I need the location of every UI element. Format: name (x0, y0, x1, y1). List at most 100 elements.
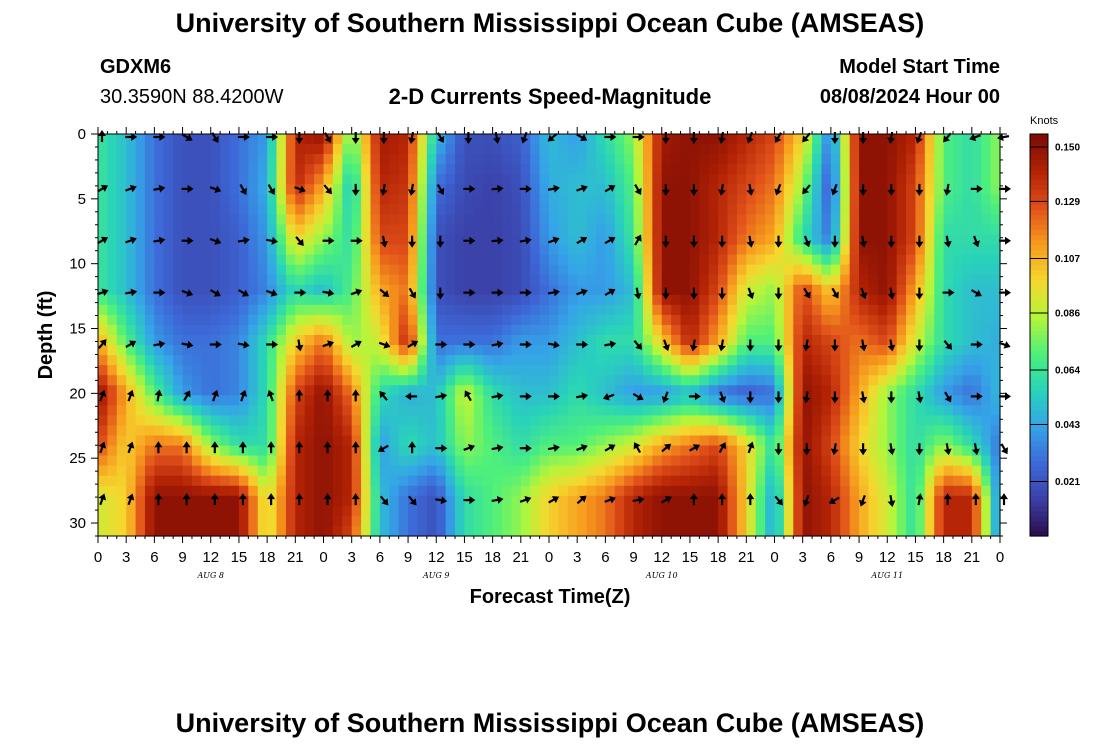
heatmap-cell (455, 395, 466, 406)
heatmap-cell (990, 154, 1001, 165)
heatmap-cell (379, 515, 390, 527)
current-arrow-head (887, 189, 896, 196)
heatmap-cell (276, 505, 287, 517)
heatmap-cell (417, 134, 428, 145)
heatmap-cell (821, 154, 832, 165)
heatmap-cell (126, 425, 137, 437)
heatmap-cell (220, 445, 231, 457)
heatmap-cell (802, 194, 813, 205)
heatmap-cell (624, 445, 635, 457)
heatmap-cell (107, 284, 118, 296)
heatmap-cell (539, 345, 550, 356)
heatmap-cell (868, 495, 879, 507)
heatmap-cell (558, 164, 569, 175)
heatmap-cell (755, 164, 766, 175)
heatmap-cell (567, 194, 578, 205)
heatmap-cell (614, 294, 625, 306)
heatmap-cell (680, 395, 691, 406)
heatmap-cell (210, 244, 221, 256)
current-arrow-head (159, 288, 166, 297)
heatmap-cell (436, 445, 447, 457)
heatmap-cell (417, 314, 428, 326)
heatmap-cell (285, 184, 296, 195)
heatmap-cell (342, 335, 353, 346)
heatmap-cell (614, 435, 625, 447)
heatmap-cell (661, 174, 672, 185)
heatmap-cell (887, 365, 898, 376)
heatmap-cell (671, 144, 682, 155)
heatmap-cell (624, 234, 635, 246)
heatmap-cell (877, 385, 888, 396)
heatmap-cell (426, 455, 437, 467)
heatmap-cell (295, 194, 306, 205)
heatmap-cell (229, 164, 240, 175)
heatmap-cell (783, 425, 794, 437)
heatmap-cell (436, 335, 447, 346)
current-arrow (661, 443, 672, 453)
heatmap-cell (558, 224, 569, 236)
heatmap-cell (389, 234, 400, 246)
heatmap-cell (614, 134, 625, 145)
current-arrow (98, 441, 107, 454)
heatmap-cell (962, 244, 973, 256)
heatmap-cell (718, 244, 729, 256)
heatmap-cell (943, 174, 954, 185)
heatmap-cell (210, 525, 221, 537)
y-tick-label: 15 (69, 321, 86, 338)
heatmap-cell (934, 445, 945, 457)
heatmap-cell (473, 174, 484, 185)
heatmap-cell (426, 375, 437, 386)
heatmap-cell (520, 214, 531, 226)
heatmap-cell (332, 284, 343, 296)
heatmap-cell (981, 515, 992, 527)
heatmap-cell (567, 385, 578, 396)
heatmap-cell (173, 515, 184, 527)
heatmap-cell (314, 455, 325, 467)
current-arrow (519, 288, 532, 297)
heatmap-cell (426, 254, 437, 266)
heatmap-cell (549, 174, 559, 185)
heatmap-cell (116, 335, 127, 346)
heatmap-cell (116, 415, 127, 427)
heatmap-cell (567, 254, 578, 266)
heatmap-cell (802, 345, 813, 356)
heatmap-cell (953, 515, 964, 527)
heatmap-cell (220, 405, 231, 416)
heatmap-cell (163, 425, 174, 437)
heatmap-cell (708, 214, 719, 226)
heatmap-cell (229, 174, 240, 185)
heatmap-cell (689, 224, 700, 236)
heatmap-cell (191, 154, 202, 165)
heatmap-cell (558, 144, 569, 155)
heatmap-cell (229, 284, 240, 296)
heatmap-cell (821, 134, 832, 145)
heatmap-cell (276, 214, 287, 226)
heatmap-cell (201, 505, 212, 517)
heatmap-cell (812, 515, 823, 527)
heatmap-cell (793, 144, 804, 155)
current-arrow-head (746, 345, 755, 352)
heatmap-cell (708, 415, 719, 427)
heatmap-cell (915, 164, 926, 175)
heatmap-cell (173, 304, 184, 316)
heatmap-cell (755, 314, 766, 326)
heatmap-cell (896, 505, 907, 517)
heatmap-cell (859, 164, 870, 175)
heatmap-cell (783, 274, 794, 286)
current-arrow-head (525, 340, 532, 349)
current-arrow (746, 287, 755, 300)
heatmap-cell (558, 485, 569, 497)
heatmap-cell (877, 234, 888, 246)
heatmap-cell (173, 264, 184, 276)
heatmap-cell (473, 445, 484, 457)
colorbar-segment (1030, 405, 1048, 411)
heatmap-cell (408, 475, 419, 487)
current-arrow (295, 493, 304, 506)
heatmap-cell (389, 515, 400, 527)
heatmap-cell (126, 465, 137, 477)
heatmap-cell (107, 274, 118, 286)
heatmap-cell (699, 455, 710, 467)
heatmap-cell (182, 174, 193, 185)
heatmap-cell (868, 505, 879, 517)
heatmap-cell (661, 485, 672, 497)
